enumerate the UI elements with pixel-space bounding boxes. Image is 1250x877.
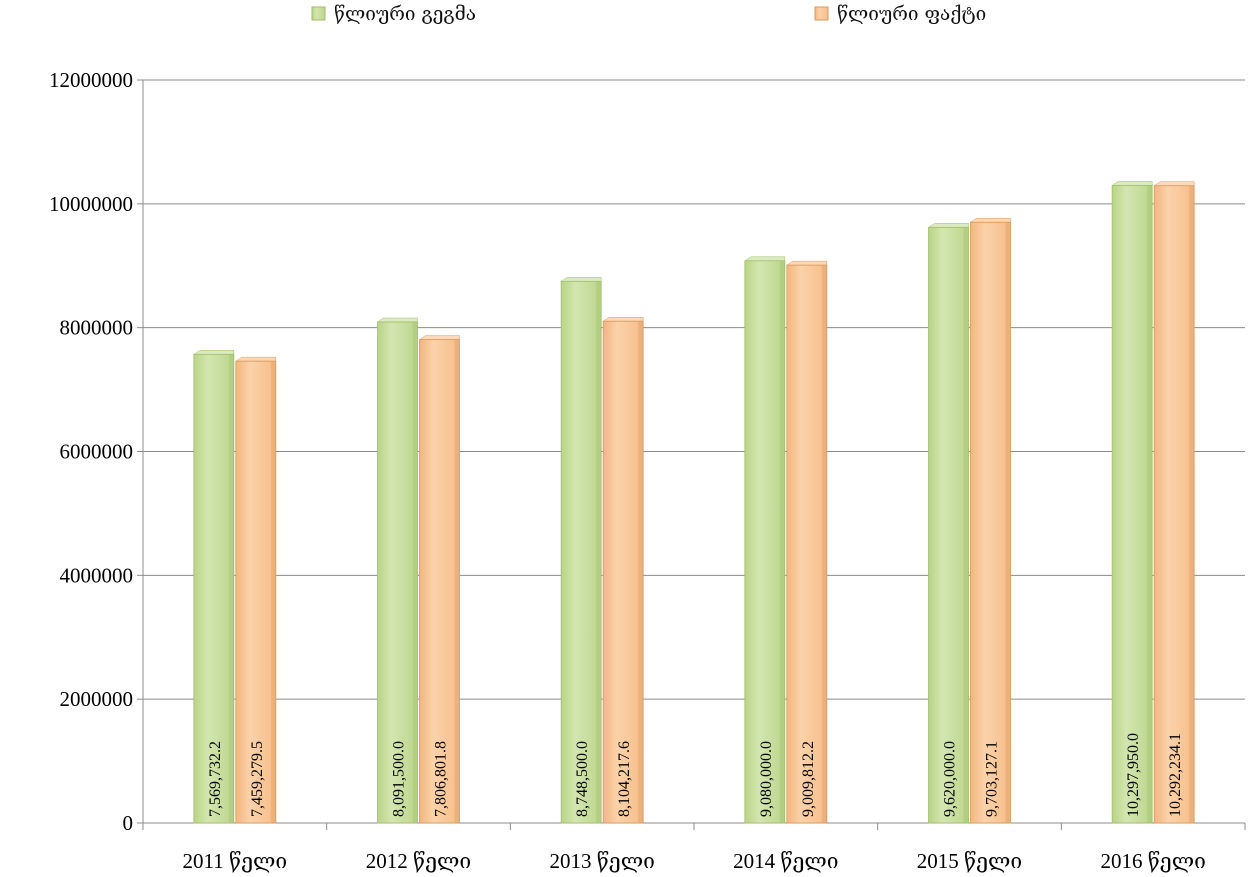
data-label: 9,009,812.2 bbox=[800, 741, 817, 817]
bar-shade bbox=[228, 354, 234, 823]
bar-top bbox=[969, 217, 1011, 223]
bar-shade bbox=[638, 321, 644, 823]
bar-top bbox=[418, 335, 460, 340]
legend-label: წლიური გეგმა bbox=[334, 3, 476, 25]
bar bbox=[786, 264, 828, 824]
bar bbox=[193, 353, 235, 824]
x-tick-label: 2014 წელი bbox=[733, 849, 838, 873]
bar bbox=[560, 280, 602, 824]
bar-top bbox=[560, 277, 602, 282]
data-label: 10,297,950.0 bbox=[1125, 733, 1142, 817]
data-label: 9,620,000.0 bbox=[942, 741, 959, 817]
y-tick-label: 6000000 bbox=[60, 440, 134, 464]
bar-shade bbox=[1147, 185, 1153, 824]
x-tick-label: 2011 წელი bbox=[183, 849, 288, 873]
legend-label: წლიური ფაქტი bbox=[837, 3, 986, 25]
bar-shade bbox=[821, 265, 827, 823]
data-label: 9,703,127.1 bbox=[984, 741, 1001, 817]
bar-top bbox=[235, 356, 277, 362]
y-tick-label: 0 bbox=[123, 811, 134, 835]
bar bbox=[1153, 185, 1195, 824]
data-label: 7,569,732.2 bbox=[207, 741, 224, 817]
legend-swatch bbox=[311, 6, 326, 21]
bar-top bbox=[1111, 181, 1153, 186]
bar bbox=[419, 339, 460, 824]
bar-top bbox=[602, 316, 644, 322]
bar bbox=[928, 226, 969, 824]
data-label: 7,459,279.5 bbox=[249, 741, 266, 817]
data-label: 9,080,000.0 bbox=[758, 741, 775, 817]
bar-shade bbox=[963, 227, 969, 823]
y-tick-label: 12000000 bbox=[49, 68, 133, 92]
y-tick-label: 8000000 bbox=[60, 316, 134, 340]
bar-shade bbox=[1005, 222, 1011, 823]
bar bbox=[970, 221, 1011, 824]
x-tick-label: 2013 წელი bbox=[549, 849, 654, 873]
x-tick-label: 2016 წელი bbox=[1100, 849, 1205, 873]
bar-top bbox=[193, 350, 235, 355]
y-tick-labels: 0 2000000 4000000 6000000 8000000 10000000 120… bbox=[49, 68, 133, 835]
data-label: 7,806,801.8 bbox=[433, 741, 450, 817]
bar-shade bbox=[596, 281, 602, 824]
axes bbox=[137, 79, 1246, 830]
x-tick-label: 2015 წელი bbox=[917, 849, 1022, 873]
bar-shade bbox=[1189, 185, 1195, 824]
bar bbox=[1111, 184, 1153, 824]
y-tick-label: 4000000 bbox=[60, 563, 134, 587]
bar-top bbox=[1153, 181, 1195, 186]
gridlines bbox=[143, 79, 1245, 700]
bars: 7,569,732.2 7,459,279.5 8,091,500.0 7,806,8… bbox=[193, 181, 1195, 824]
bar-top bbox=[376, 317, 418, 323]
y-tick-label: 2000000 bbox=[60, 687, 134, 711]
bar bbox=[235, 360, 277, 824]
bar-shade bbox=[779, 260, 785, 824]
bar bbox=[377, 321, 418, 824]
legend-swatch bbox=[814, 6, 829, 21]
legend: წლიური გეგმა წლიური ფაქტი bbox=[311, 3, 986, 25]
data-label: 8,104,217.6 bbox=[616, 741, 633, 817]
bar-shade bbox=[412, 322, 418, 823]
bar-shade bbox=[454, 339, 460, 823]
data-label: 8,748,500.0 bbox=[574, 741, 591, 817]
data-label: 8,091,500.0 bbox=[391, 741, 408, 817]
bar bbox=[602, 320, 644, 824]
x-tick-labels: 2011 წელი 2012 წელი 2013 წელი 2014 წელი 2015… bbox=[183, 849, 1206, 873]
x-tick-label: 2012 წელი bbox=[366, 849, 471, 873]
bar-top bbox=[786, 260, 828, 266]
bar bbox=[744, 260, 786, 824]
bar-shade bbox=[270, 361, 276, 823]
bar-top bbox=[927, 223, 969, 228]
y-tick-label: 10000000 bbox=[49, 192, 133, 216]
bar-top bbox=[744, 256, 786, 262]
data-label: 10,292,234.1 bbox=[1167, 733, 1184, 817]
